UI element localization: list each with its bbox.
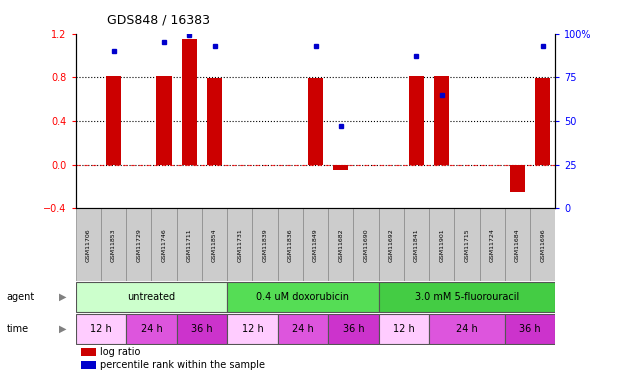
- Text: GSM11853: GSM11853: [111, 228, 116, 261]
- Bar: [81, 348, 96, 355]
- Text: 12 h: 12 h: [393, 324, 415, 334]
- Bar: [429, 314, 505, 344]
- Text: untreated: untreated: [127, 292, 175, 302]
- Bar: [379, 314, 429, 344]
- Text: GSM11729: GSM11729: [136, 228, 141, 262]
- Text: GSM11706: GSM11706: [86, 228, 91, 261]
- Bar: [404, 208, 429, 281]
- Bar: [303, 208, 328, 281]
- Text: 36 h: 36 h: [519, 324, 541, 334]
- Text: GDS848 / 16383: GDS848 / 16383: [107, 13, 210, 26]
- Text: ▶: ▶: [59, 292, 66, 302]
- Bar: [530, 208, 555, 281]
- Text: GSM11690: GSM11690: [363, 228, 369, 261]
- Text: 0.4 uM doxorubicin: 0.4 uM doxorubicin: [256, 292, 350, 302]
- Bar: [353, 208, 379, 281]
- Bar: [126, 314, 177, 344]
- Bar: [182, 39, 197, 165]
- Bar: [76, 282, 227, 312]
- Bar: [227, 282, 379, 312]
- Bar: [126, 208, 151, 281]
- Bar: [535, 78, 550, 165]
- Text: GSM11731: GSM11731: [237, 228, 242, 262]
- Text: GSM11696: GSM11696: [540, 228, 545, 261]
- Bar: [434, 76, 449, 165]
- Text: GSM11839: GSM11839: [262, 228, 268, 262]
- Bar: [177, 314, 227, 344]
- Bar: [505, 314, 555, 344]
- Bar: [81, 361, 96, 369]
- Bar: [202, 208, 227, 281]
- Text: 12 h: 12 h: [90, 324, 112, 334]
- Bar: [308, 78, 323, 165]
- Bar: [328, 314, 379, 344]
- Bar: [76, 208, 101, 281]
- Bar: [227, 208, 252, 281]
- Text: 36 h: 36 h: [343, 324, 364, 334]
- Text: GSM11849: GSM11849: [313, 228, 318, 262]
- Bar: [101, 208, 126, 281]
- Bar: [207, 78, 222, 165]
- Bar: [379, 282, 555, 312]
- Bar: [156, 76, 172, 165]
- Text: 12 h: 12 h: [242, 324, 263, 334]
- Text: GSM11711: GSM11711: [187, 228, 192, 261]
- Text: GSM11724: GSM11724: [490, 228, 495, 262]
- Text: GSM11901: GSM11901: [439, 228, 444, 261]
- Bar: [454, 208, 480, 281]
- Text: time: time: [6, 324, 28, 334]
- Bar: [252, 208, 278, 281]
- Bar: [278, 208, 303, 281]
- Bar: [328, 208, 353, 281]
- Bar: [278, 314, 328, 344]
- Bar: [510, 165, 525, 192]
- Bar: [409, 76, 424, 165]
- Text: 24 h: 24 h: [456, 324, 478, 334]
- Text: 3.0 mM 5-fluorouracil: 3.0 mM 5-fluorouracil: [415, 292, 519, 302]
- Bar: [379, 208, 404, 281]
- Bar: [505, 208, 530, 281]
- Text: GSM11746: GSM11746: [162, 228, 167, 262]
- Bar: [480, 208, 505, 281]
- Bar: [227, 314, 278, 344]
- Text: ▶: ▶: [59, 324, 66, 334]
- Bar: [76, 314, 126, 344]
- Text: GSM11682: GSM11682: [338, 228, 343, 261]
- Bar: [333, 165, 348, 170]
- Bar: [177, 208, 202, 281]
- Text: GSM11715: GSM11715: [464, 228, 469, 261]
- Bar: [429, 208, 454, 281]
- Text: GSM11836: GSM11836: [288, 228, 293, 261]
- Text: GSM11854: GSM11854: [212, 228, 217, 261]
- Text: agent: agent: [6, 292, 35, 302]
- Text: GSM11684: GSM11684: [515, 228, 520, 261]
- Text: GSM11692: GSM11692: [389, 228, 394, 262]
- Text: 24 h: 24 h: [141, 324, 162, 334]
- Text: 36 h: 36 h: [191, 324, 213, 334]
- Text: percentile rank within the sample: percentile rank within the sample: [100, 360, 264, 370]
- Text: 24 h: 24 h: [292, 324, 314, 334]
- Bar: [151, 208, 177, 281]
- Text: log ratio: log ratio: [100, 346, 140, 357]
- Text: GSM11841: GSM11841: [414, 228, 419, 261]
- Bar: [106, 76, 121, 165]
